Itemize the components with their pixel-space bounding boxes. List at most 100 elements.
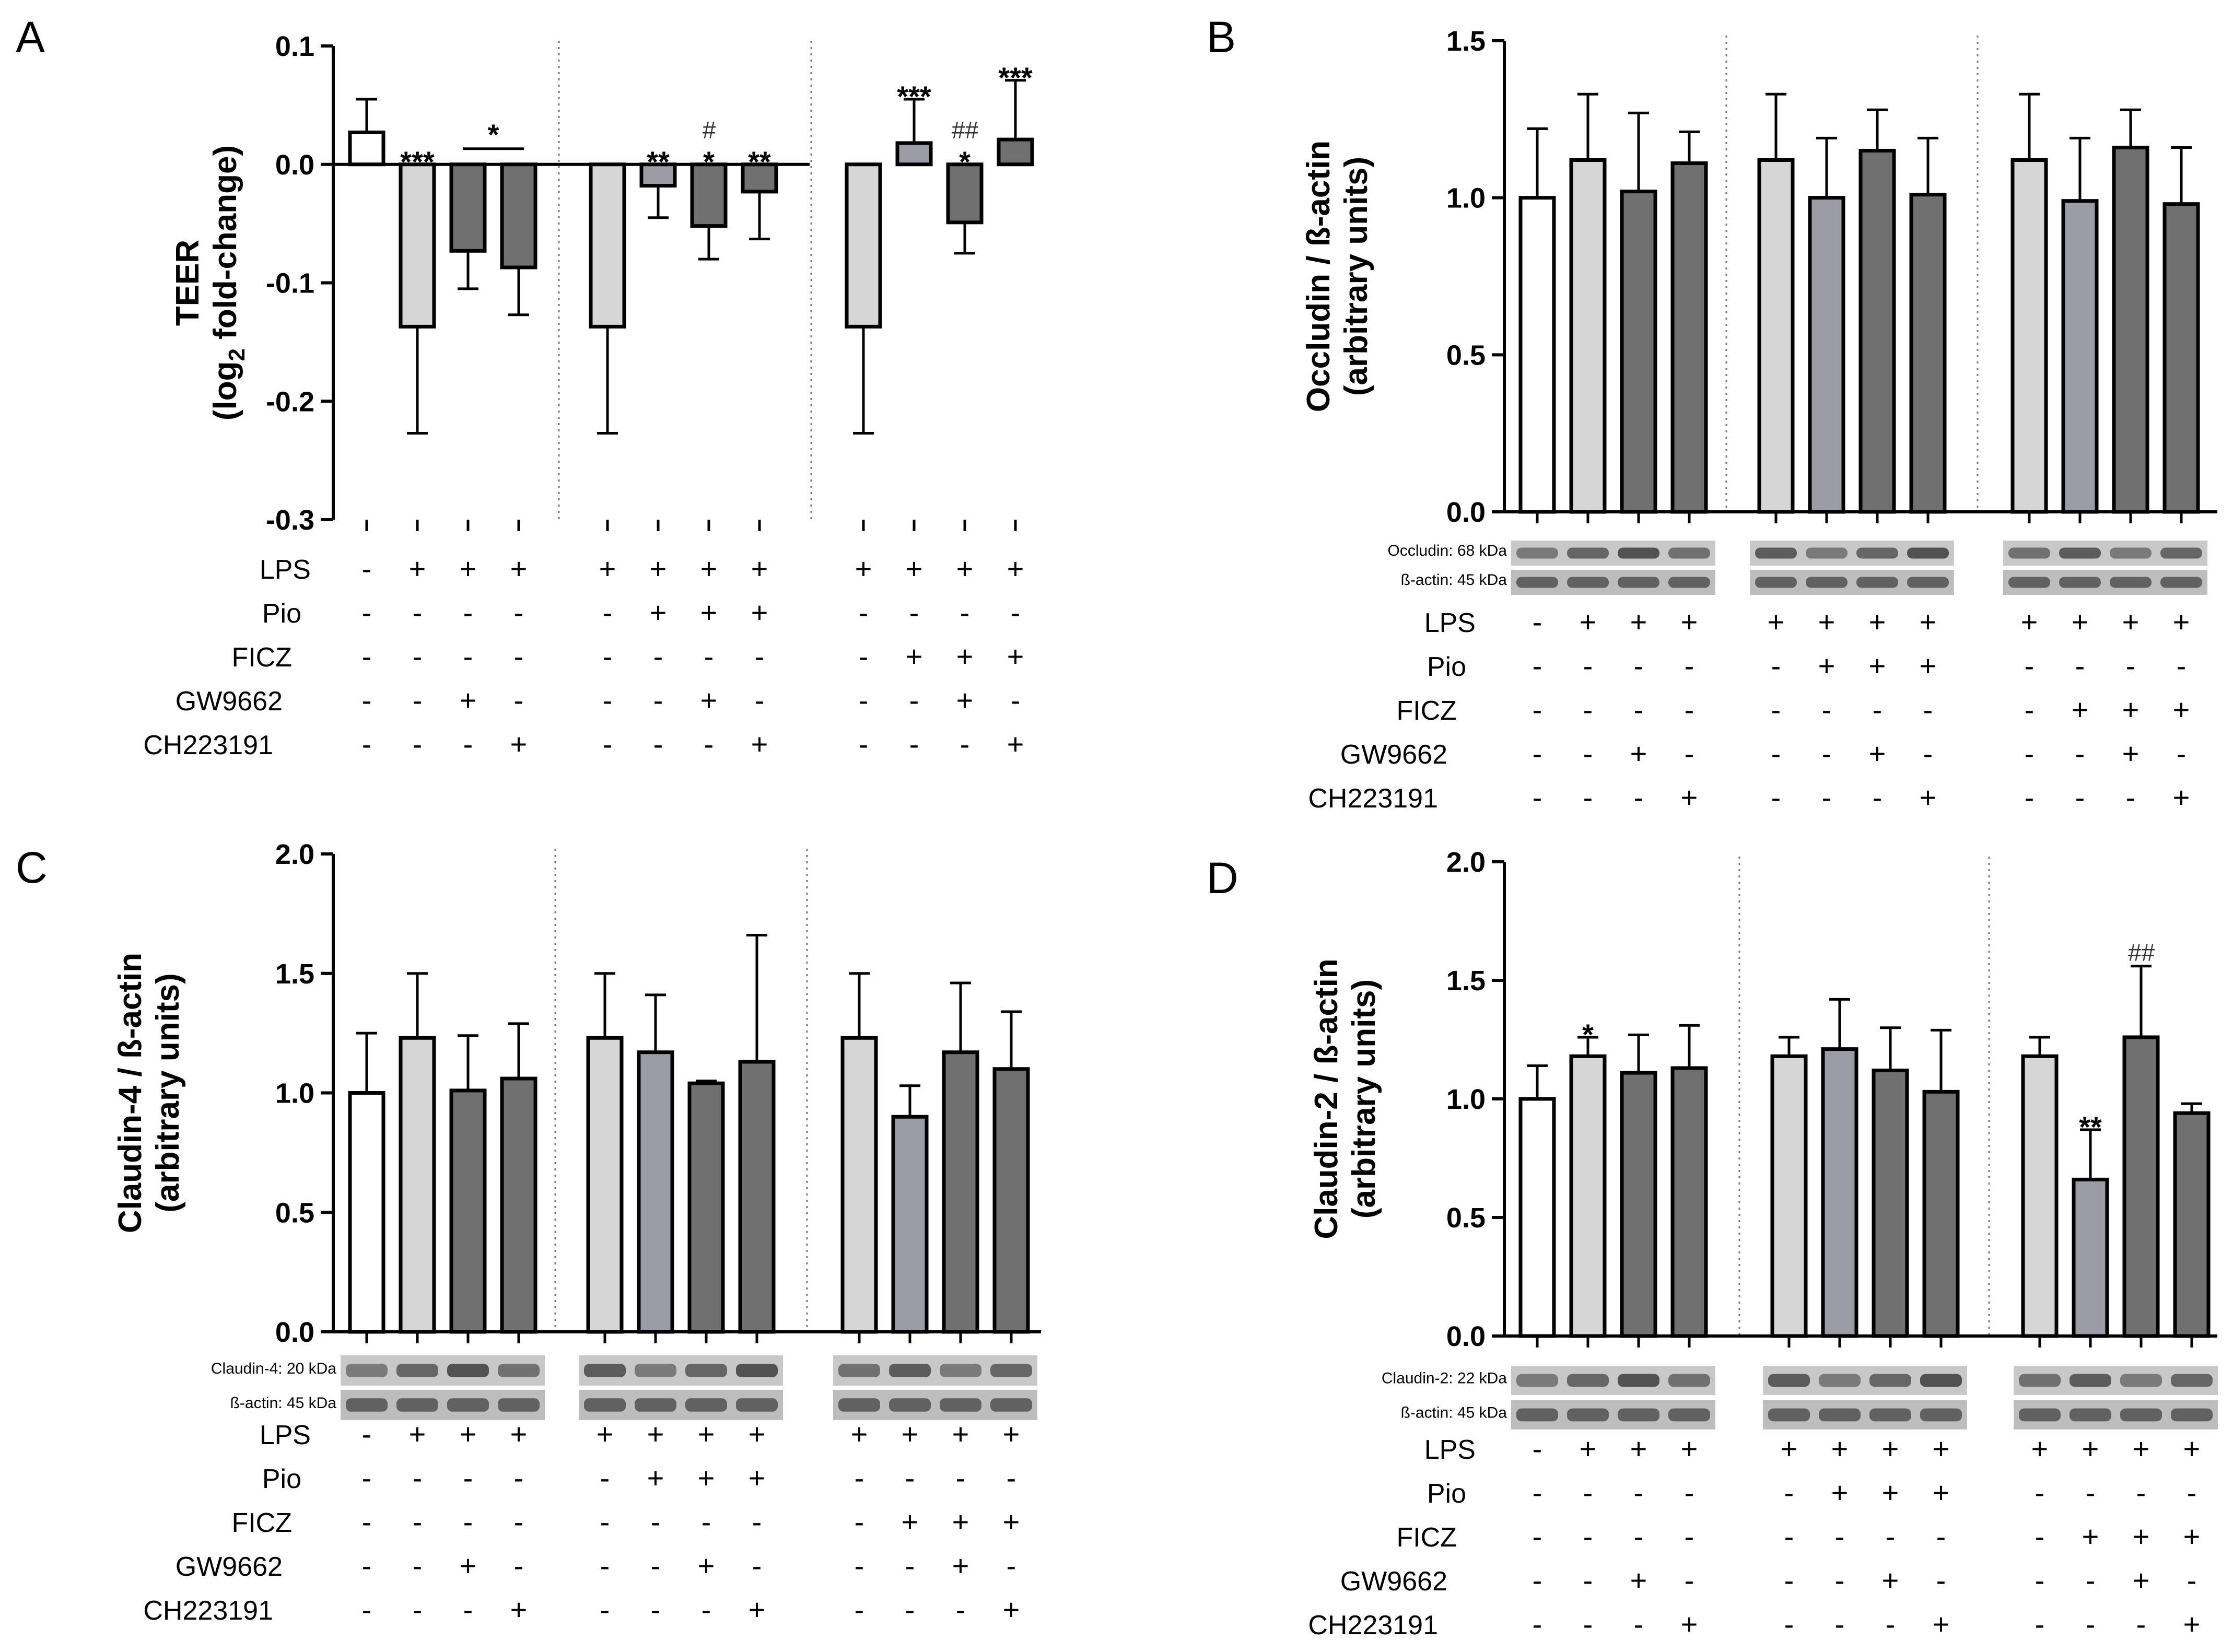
treatment-symbol: - xyxy=(960,596,970,629)
treatment-symbol: - xyxy=(1583,1520,1593,1553)
treatment-symbol: + xyxy=(906,640,923,673)
treatment-symbol: - xyxy=(651,1593,661,1626)
treatment-symbol: - xyxy=(1007,1461,1016,1494)
treatment-row-label: CH223191 xyxy=(1308,783,1438,814)
panel-letter-b: B xyxy=(1207,13,1236,62)
treatment-symbol: + xyxy=(1630,1432,1647,1465)
treatment-symbol: - xyxy=(909,684,919,717)
treatment-symbol: - xyxy=(362,1549,372,1582)
treatment-symbol: + xyxy=(460,1549,477,1582)
y-axis-label: Claudin-2 / ß-actin(arbitrary units) xyxy=(1308,958,1382,1239)
blot-band xyxy=(1819,1374,1861,1387)
treatment-symbol: + xyxy=(851,1417,868,1450)
blot-label-target: Occludin: 68 kDa xyxy=(1388,542,1507,559)
blot-band xyxy=(1907,547,1949,559)
treatment-symbol: - xyxy=(653,640,663,673)
treatment-symbol: - xyxy=(702,1593,711,1626)
treatment-row-label: Pio xyxy=(1427,1479,1466,1509)
blot-band xyxy=(2171,1374,2213,1387)
significance-star: * xyxy=(959,145,971,178)
treatment-symbol: + xyxy=(1003,1417,1020,1450)
blot-band xyxy=(889,1398,931,1412)
treatment-symbol: - xyxy=(1533,693,1542,726)
bar xyxy=(1569,158,1607,514)
bar xyxy=(1757,158,1795,514)
bar xyxy=(1518,196,1556,514)
treatment-symbol: + xyxy=(409,552,426,585)
treatment-symbol: - xyxy=(362,1505,372,1538)
treatment-symbol: - xyxy=(2126,781,2136,814)
treatment-symbol: - xyxy=(702,1505,711,1538)
treatment-symbol: + xyxy=(409,1417,426,1450)
treatment-symbol: + xyxy=(1869,649,1886,682)
chart-panel-c: 2.0 1.5 1.0 0.5 0.0 Claudin-4 / ß-actin(arbit… xyxy=(112,839,1041,1626)
blot-band xyxy=(584,1364,626,1377)
treatment-symbol: + xyxy=(1882,1476,1899,1509)
treatment-symbol: - xyxy=(463,1461,473,1494)
treatment-symbol: - xyxy=(2075,649,2085,682)
significance-star: *** xyxy=(998,61,1033,94)
bar xyxy=(399,1036,436,1334)
treatment-symbol: - xyxy=(1771,737,1781,770)
treatment-row-label: CH223191 xyxy=(1308,1610,1438,1641)
treatment-symbol: + xyxy=(2031,1432,2049,1465)
treatment-symbol: + xyxy=(650,596,667,629)
treatment-symbol: + xyxy=(1768,605,1785,638)
treatment-symbol: - xyxy=(752,1549,762,1582)
treatment-symbol: - xyxy=(859,640,869,673)
treatment-symbol: + xyxy=(1681,1432,1698,1465)
y-axis-label-line2: (arbitrary units) xyxy=(150,973,186,1212)
blot-band xyxy=(1869,1374,1911,1387)
bar xyxy=(1620,190,1657,514)
treatment-symbol: - xyxy=(1873,781,1883,814)
blot-band xyxy=(1618,1408,1659,1422)
treatment-symbol: + xyxy=(1818,605,1835,638)
treatment-symbol: + xyxy=(1882,1432,1899,1465)
significance-hash: ## xyxy=(951,116,979,144)
blot-band xyxy=(2019,1408,2061,1422)
treatment-symbol: + xyxy=(2183,1608,2201,1641)
bar xyxy=(690,162,728,228)
treatment-symbol: - xyxy=(1583,1476,1593,1509)
bar xyxy=(348,1091,385,1334)
blot-band xyxy=(2120,1374,2162,1387)
significance-star: ** xyxy=(647,145,670,178)
treatment-symbol: + xyxy=(2072,693,2089,726)
bar xyxy=(891,1115,929,1334)
significance-star: ** xyxy=(748,145,771,178)
y-tick-label: 0.5 xyxy=(275,1197,314,1228)
treatment-symbol: + xyxy=(1882,1564,1899,1597)
treatment-symbol: + xyxy=(2173,693,2190,726)
bar xyxy=(2162,202,2200,514)
y-tick-label: 1.0 xyxy=(275,1078,314,1109)
y-tick-label: 1.5 xyxy=(1446,965,1486,997)
panel-letter-a: A xyxy=(16,13,45,62)
treatment-symbol: + xyxy=(1869,737,1886,770)
treatment-symbol: + xyxy=(2082,1520,2099,1553)
bar xyxy=(687,1081,725,1334)
treatment-symbol: - xyxy=(413,728,423,760)
bar xyxy=(2021,1054,2059,1338)
blot-band xyxy=(1806,577,1848,588)
treatment-symbol: - xyxy=(463,1505,473,1538)
treatment-row-label: FICZ xyxy=(231,1508,292,1538)
treatment-symbol: - xyxy=(2177,737,2187,770)
treatment-symbol: + xyxy=(1920,781,1937,814)
bar xyxy=(840,1036,878,1334)
blot-band xyxy=(1668,1374,1710,1387)
treatment-symbol: - xyxy=(2136,1608,2146,1641)
treatment-symbol: + xyxy=(952,1549,969,1582)
bar xyxy=(1909,193,1947,514)
treatment-symbol: + xyxy=(510,1417,528,1450)
treatment-symbol: - xyxy=(1685,737,1694,770)
treatment-symbol: - xyxy=(514,1549,524,1582)
treatment-symbol: - xyxy=(1533,605,1542,638)
treatment-symbol: - xyxy=(1583,1564,1593,1597)
treatment-symbol: - xyxy=(2035,1608,2045,1641)
bar xyxy=(2112,145,2149,514)
treatment-symbol: - xyxy=(653,728,663,760)
treatment-symbol: - xyxy=(413,1593,423,1626)
treatment-symbol: - xyxy=(413,684,423,717)
treatment-symbol: - xyxy=(1011,596,1021,629)
bar xyxy=(895,141,933,167)
